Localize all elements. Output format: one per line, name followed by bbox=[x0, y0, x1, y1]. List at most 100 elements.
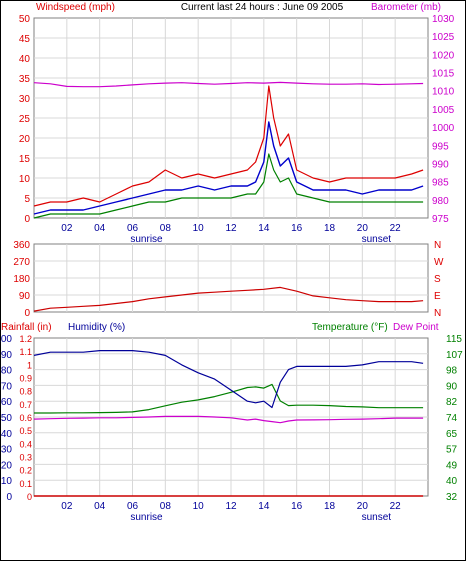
compass-tick-label: E bbox=[434, 291, 441, 302]
x-tick-label: 12 bbox=[225, 223, 237, 234]
humidity-y-tick-label: 20 bbox=[1, 460, 13, 471]
wind-y-tick-label: 35 bbox=[19, 74, 31, 85]
barometer-y-tick-label: 1000 bbox=[432, 123, 455, 134]
wind-y-tick-label: 25 bbox=[19, 114, 31, 125]
rainfall-y-tick-label: 0.8 bbox=[19, 387, 32, 397]
rainfall-y-tick-label: 1.1 bbox=[19, 347, 32, 357]
rainfall-axis-title: Rainfall (in) bbox=[1, 322, 52, 333]
barometer-y-tick-label: 1020 bbox=[432, 50, 455, 61]
humidity-line bbox=[33, 350, 424, 409]
rainfall-y-tick-label: 0.2 bbox=[19, 466, 32, 476]
rainfall-y-tick-label: 0.6 bbox=[19, 413, 32, 423]
barometer-y-tick-label: 1030 bbox=[432, 14, 455, 25]
humidity-y-tick-label: 100 bbox=[0, 334, 12, 345]
wind-y-tick-label: 10 bbox=[19, 174, 31, 185]
temperature-y-tick-label: 98 bbox=[446, 366, 458, 377]
x-tick-label: 20 bbox=[357, 223, 369, 234]
x-tick-label: 20 bbox=[357, 501, 369, 512]
windspeed-axis-title: Windspeed (mph) bbox=[36, 2, 115, 13]
temperature-axis-title: Temperature (°F) bbox=[312, 322, 388, 333]
x-tick-label: 04 bbox=[94, 501, 106, 512]
humidity-y-tick-label: 70 bbox=[1, 381, 13, 392]
temperature-line bbox=[34, 383, 424, 414]
barometer-y-tick-label: 1005 bbox=[432, 105, 455, 116]
compass-tick-label: S bbox=[434, 274, 441, 285]
wind-avg-line bbox=[33, 121, 424, 215]
temperature-y-tick-label: 82 bbox=[446, 397, 458, 408]
wind-gust-line bbox=[33, 85, 424, 207]
wind-y-tick-label: 50 bbox=[19, 14, 31, 25]
rainfall-y-tick-label: 1 bbox=[27, 360, 32, 370]
wind-y-tick-label: 0 bbox=[24, 214, 30, 225]
temperature-y-tick-label: 90 bbox=[446, 381, 458, 392]
temperature-y-tick-label: 74 bbox=[446, 413, 458, 424]
direction-y-tick-label: 360 bbox=[13, 240, 30, 251]
rainfall-y-tick-label: 0.4 bbox=[19, 439, 32, 449]
rainfall-y-tick-label: 0.5 bbox=[19, 426, 32, 436]
dewpoint-line bbox=[33, 415, 424, 424]
compass-tick-label: W bbox=[434, 257, 444, 268]
barometer-y-tick-label: 980 bbox=[432, 196, 449, 207]
barometer-y-tick-label: 985 bbox=[432, 178, 449, 189]
rainfall-y-tick-label: 0.3 bbox=[19, 453, 32, 463]
humidity-y-tick-label: 40 bbox=[1, 429, 13, 440]
compass-tick-label: N bbox=[434, 308, 441, 319]
x-tick-label: 22 bbox=[390, 501, 402, 512]
temperature-y-tick-label: 32 bbox=[446, 492, 458, 503]
x-tick-label: 10 bbox=[193, 223, 205, 234]
humidity-y-tick-label: 10 bbox=[1, 476, 13, 487]
compass-tick-label: N bbox=[434, 240, 441, 251]
barometer-y-tick-label: 975 bbox=[432, 214, 449, 225]
barometer-y-tick-label: 1015 bbox=[432, 69, 455, 80]
x-tick-label: 04 bbox=[94, 223, 106, 234]
dewpoint-axis-title: Dew Point bbox=[393, 322, 439, 333]
daylight-marker-label: sunset bbox=[362, 512, 392, 523]
humidity-y-tick-label: 90 bbox=[1, 350, 13, 361]
barometer-y-tick-label: 1025 bbox=[432, 32, 455, 43]
wind-y-tick-label: 20 bbox=[19, 134, 31, 145]
temperature-y-tick-label: 65 bbox=[446, 429, 458, 440]
humidity-y-tick-label: 80 bbox=[1, 366, 13, 377]
rainfall-y-tick-label: 0.7 bbox=[19, 400, 32, 410]
wind-direction-line bbox=[33, 286, 424, 312]
x-tick-label: 08 bbox=[160, 223, 172, 234]
direction-y-tick-label: 180 bbox=[13, 274, 30, 285]
temperature-y-tick-label: 107 bbox=[446, 350, 463, 361]
x-tick-label: 10 bbox=[193, 501, 205, 512]
barometer-axis-title: Barometer (mb) bbox=[371, 2, 441, 13]
humidity-axis-title: Humidity (%) bbox=[68, 322, 125, 333]
x-tick-label: 02 bbox=[61, 223, 73, 234]
temperature-y-tick-label: 49 bbox=[446, 460, 458, 471]
direction-y-tick-label: 270 bbox=[13, 257, 30, 268]
chart-title: Current last 24 hours : June 09 2005 bbox=[181, 2, 344, 13]
wind-y-tick-label: 15 bbox=[19, 154, 31, 165]
humidity-y-tick-label: 30 bbox=[1, 445, 13, 456]
x-tick-label: 16 bbox=[291, 501, 303, 512]
rainfall-y-tick-label: 0.1 bbox=[19, 479, 32, 489]
rainfall-y-tick-label: 0 bbox=[27, 492, 32, 502]
x-tick-label: 02 bbox=[61, 501, 73, 512]
wind-y-tick-label: 45 bbox=[19, 34, 31, 45]
barometer-y-tick-label: 1010 bbox=[432, 87, 455, 98]
x-tick-label: 06 bbox=[127, 223, 139, 234]
x-tick-label: 16 bbox=[291, 223, 303, 234]
temperature-y-tick-label: 57 bbox=[446, 445, 458, 456]
daylight-marker-label: sunrise bbox=[130, 512, 163, 523]
humidity-y-tick-label: 50 bbox=[1, 413, 13, 424]
x-tick-label: 06 bbox=[127, 501, 139, 512]
temperature-y-tick-label: 40 bbox=[446, 476, 458, 487]
x-tick-label: 12 bbox=[225, 501, 237, 512]
barometer-y-tick-label: 990 bbox=[432, 159, 449, 170]
humidity-y-tick-label: 0 bbox=[6, 492, 12, 503]
wind-y-tick-label: 40 bbox=[19, 54, 31, 65]
rainfall-y-tick-label: 0.9 bbox=[19, 374, 32, 384]
barometer-line bbox=[33, 81, 424, 88]
x-tick-label: 08 bbox=[160, 501, 172, 512]
x-tick-label: 14 bbox=[258, 223, 270, 234]
humidity-y-tick-label: 60 bbox=[1, 397, 13, 408]
direction-y-tick-label: 0 bbox=[24, 308, 30, 319]
x-tick-label: 14 bbox=[258, 501, 270, 512]
temperature-y-tick-label: 115 bbox=[446, 334, 462, 345]
x-tick-label: 18 bbox=[324, 501, 336, 512]
